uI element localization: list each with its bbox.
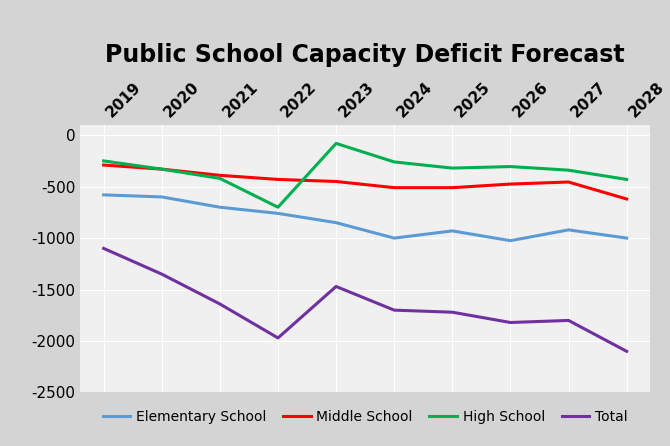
High School: [565, 168, 573, 173]
High School: [332, 141, 340, 146]
High School: [390, 159, 398, 165]
Total: [448, 310, 456, 315]
Total: [100, 246, 108, 251]
Elementary School: [100, 192, 108, 198]
Middle School: [100, 162, 108, 168]
Total: [507, 320, 515, 325]
Middle School: [390, 185, 398, 190]
High School: [622, 177, 630, 182]
Middle School: [622, 196, 630, 202]
High School: [157, 166, 165, 172]
Line: Elementary School: Elementary School: [104, 195, 626, 241]
Total: [216, 301, 224, 307]
Elementary School: [507, 238, 515, 244]
High School: [216, 176, 224, 181]
Elementary School: [332, 220, 340, 225]
Middle School: [448, 185, 456, 190]
High School: [448, 165, 456, 171]
Middle School: [565, 179, 573, 185]
Elementary School: [622, 235, 630, 241]
Total: [332, 284, 340, 289]
Total: [390, 307, 398, 313]
Middle School: [157, 166, 165, 172]
Title: Public School Capacity Deficit Forecast: Public School Capacity Deficit Forecast: [105, 43, 625, 67]
Middle School: [332, 179, 340, 184]
High School: [507, 164, 515, 169]
High School: [274, 205, 282, 210]
Elementary School: [565, 227, 573, 232]
Elementary School: [274, 211, 282, 216]
Middle School: [507, 182, 515, 187]
Total: [157, 272, 165, 277]
Total: [565, 318, 573, 323]
Elementary School: [448, 228, 456, 234]
Elementary School: [157, 194, 165, 200]
Legend: Elementary School, Middle School, High School, Total: Elementary School, Middle School, High S…: [97, 405, 633, 430]
Elementary School: [216, 205, 224, 210]
Middle School: [216, 173, 224, 178]
Elementary School: [390, 235, 398, 241]
Middle School: [274, 177, 282, 182]
Total: [622, 349, 630, 354]
Line: Total: Total: [104, 248, 626, 351]
Total: [274, 335, 282, 341]
Line: Middle School: Middle School: [104, 165, 626, 199]
Line: High School: High School: [104, 144, 626, 207]
High School: [100, 158, 108, 164]
